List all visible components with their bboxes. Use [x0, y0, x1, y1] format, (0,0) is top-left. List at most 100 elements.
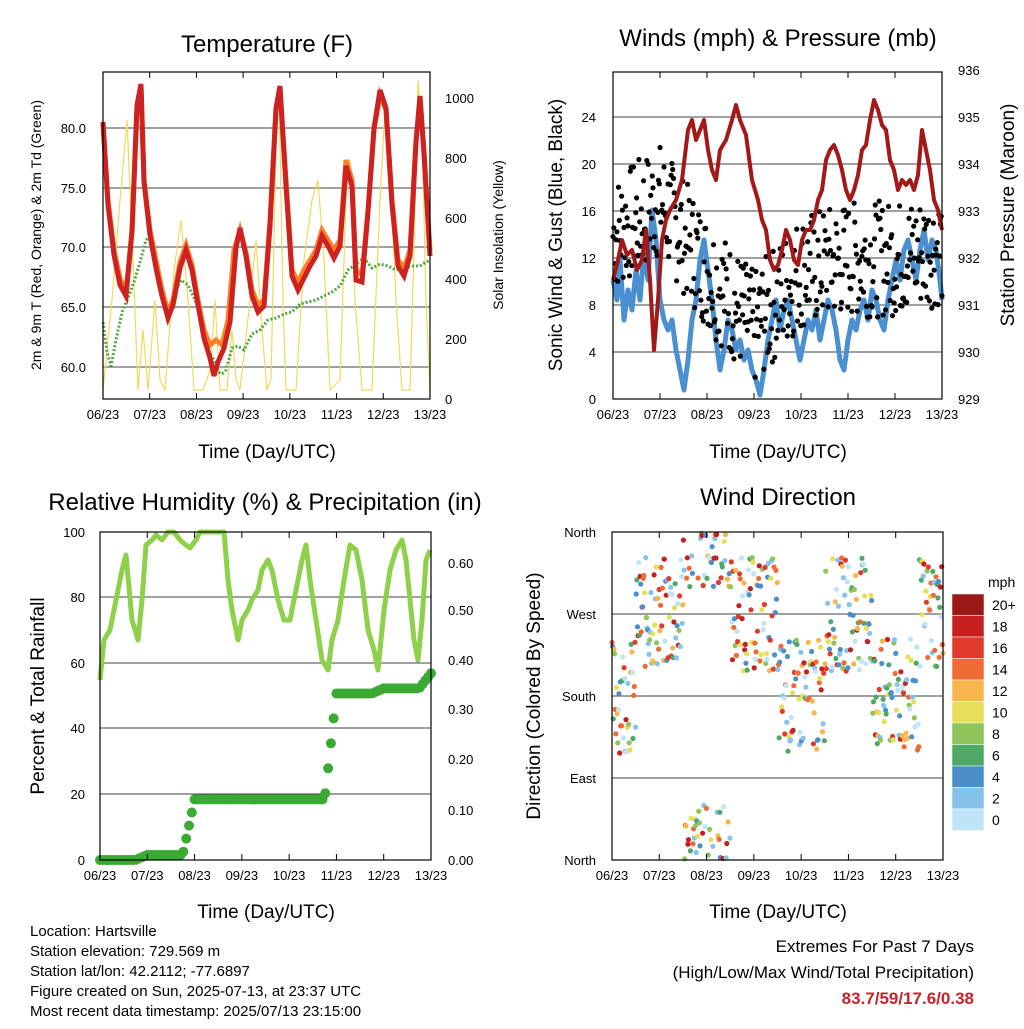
direction-point	[692, 823, 699, 829]
gust-point	[859, 253, 865, 259]
gust-point	[736, 317, 743, 323]
winds-left-axis-label: Sonic Wind & Gust (Blue, Black)	[546, 99, 567, 371]
direction-point	[763, 660, 769, 667]
gust-point	[750, 309, 756, 315]
gust-point	[790, 333, 796, 339]
wind-left-tick-label: 8	[589, 298, 596, 313]
direction-point	[685, 841, 691, 847]
direction-point	[680, 602, 686, 608]
gust-point	[892, 276, 898, 282]
direction-point	[634, 577, 640, 583]
gust-point	[754, 304, 761, 310]
direction-point	[696, 808, 702, 814]
gust-point	[918, 295, 924, 301]
gust-point	[671, 190, 677, 196]
gust-point	[736, 303, 742, 310]
gust-point	[749, 266, 755, 272]
gust-point	[896, 252, 902, 258]
colorbar-swatches: 20+ 18 16 14 12 10 8 6 4 2 0	[951, 593, 1016, 831]
gust-point	[732, 290, 738, 296]
gust-point	[621, 224, 627, 231]
gust-point	[806, 297, 812, 303]
station-latlon: Station lat/lon: 42.2112; -77.6897	[30, 963, 250, 980]
direction-point	[700, 830, 706, 836]
colorbar-label: 0	[992, 812, 1000, 828]
direction-point	[735, 639, 741, 645]
wind-left-tick-label: 24	[582, 110, 596, 125]
gust-point	[873, 212, 879, 218]
gust-point	[710, 298, 716, 305]
direction-point	[726, 571, 732, 577]
direction-point	[809, 698, 815, 704]
humidity-title: Relative Humidity (%) & Precipitation (i…	[48, 489, 481, 516]
gust-point	[928, 272, 934, 278]
wind-left-tick-label: 0	[589, 392, 596, 407]
x-tick-label: 08/23	[178, 868, 211, 883]
gust-point	[893, 307, 899, 314]
gust-point	[614, 229, 620, 235]
direction-point	[742, 647, 748, 653]
direction-point	[850, 612, 856, 618]
x-tick-label: 12/23	[879, 407, 912, 422]
direction-point	[764, 656, 770, 662]
direction-point	[653, 564, 659, 570]
gust-point	[666, 238, 673, 245]
colorbar-label: 4	[992, 769, 1000, 785]
gust-point	[908, 206, 915, 212]
gust-point	[758, 323, 765, 329]
gust-point	[661, 164, 667, 170]
direction-point	[647, 637, 653, 643]
direction-point	[858, 658, 865, 664]
humidity-left-axis-label: Percent & Total Rainfall	[28, 597, 49, 794]
humidity-plot-frame	[99, 531, 432, 861]
gust-point	[731, 356, 737, 362]
direction-point	[812, 668, 819, 674]
direction-point	[675, 601, 681, 607]
dir-tick-label: North	[564, 853, 596, 868]
gust-point	[861, 246, 867, 252]
direction-point	[754, 628, 761, 634]
gust-point	[709, 305, 715, 311]
gust-point	[685, 181, 691, 187]
gust-point	[802, 292, 809, 298]
gust-point	[852, 219, 858, 225]
gust-point	[713, 337, 719, 343]
temp-9m-line	[100, 85, 433, 350]
gust-point	[853, 242, 859, 249]
gust-point	[776, 317, 783, 323]
direction-point	[669, 592, 675, 598]
temp-right-tick-label: 200	[445, 332, 467, 347]
gust-point	[710, 242, 717, 248]
direction-point	[761, 620, 767, 627]
temp-left-tick-label: 75.0	[61, 181, 86, 196]
direction-point	[827, 651, 833, 657]
gust-point	[747, 273, 754, 279]
gust-point	[752, 374, 758, 380]
gust-point	[767, 341, 773, 347]
winds-title: Winds (mph) & Pressure (mb)	[619, 25, 936, 52]
colorbar-label: 2	[992, 790, 1000, 806]
direction-point	[619, 723, 625, 729]
direction-point	[907, 706, 913, 712]
x-tick-label: 10/23	[785, 868, 818, 883]
direction-point	[853, 596, 859, 602]
gust-point	[899, 303, 905, 309]
gust-point	[686, 197, 692, 204]
relative-humidity-line	[97, 529, 433, 681]
gust-point	[886, 203, 892, 209]
temp-left-tick-label: 65.0	[61, 300, 86, 315]
direction-point	[620, 654, 626, 660]
gust-point	[619, 207, 626, 213]
gust-point	[825, 304, 831, 310]
gust-point	[666, 253, 672, 260]
pressure-tick-label: 931	[958, 298, 980, 313]
direction-point	[937, 584, 944, 590]
pressure-tick-label: 936	[958, 63, 980, 78]
direction-point	[759, 607, 765, 613]
gust-point	[719, 256, 725, 262]
direction-point	[744, 651, 750, 657]
gust-point	[916, 254, 922, 261]
direction-point	[687, 584, 693, 590]
direction-point	[878, 646, 884, 652]
direction-point	[793, 637, 799, 643]
